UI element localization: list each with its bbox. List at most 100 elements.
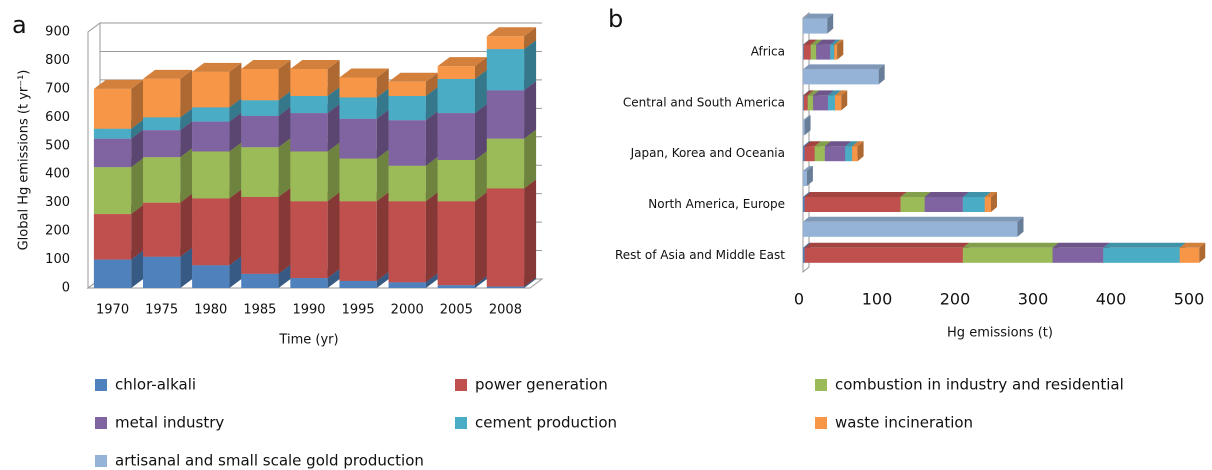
- bar-top: [803, 39, 817, 45]
- bar-front: [803, 18, 828, 34]
- bar-front: [241, 115, 279, 148]
- bar-front: [93, 128, 132, 139]
- bar-side: [180, 108, 193, 131]
- bar-side: [524, 277, 537, 288]
- bar-front: [388, 282, 426, 288]
- bar: [804, 192, 907, 212]
- panel-label: a: [12, 11, 27, 39]
- bar-front: [93, 88, 132, 129]
- bar-top: [810, 39, 823, 45]
- bar-front: [810, 44, 817, 60]
- bar: [486, 179, 537, 287]
- x-tick-label: 400: [1096, 290, 1127, 309]
- bar-front: [437, 113, 475, 160]
- bar-side: [474, 104, 487, 160]
- bar-front: [388, 165, 426, 202]
- y-tick-label: 700: [45, 81, 70, 96]
- bar-front: [241, 100, 279, 116]
- bar-front: [290, 151, 328, 202]
- bar-front: [803, 69, 879, 85]
- bar-side: [376, 271, 389, 288]
- bar-top: [813, 90, 834, 96]
- bar-side: [131, 250, 144, 288]
- bar-front: [813, 95, 828, 111]
- bar-top: [962, 192, 991, 197]
- bar-top: [824, 141, 852, 147]
- bar: [803, 216, 1024, 237]
- y-tick-label: North America, Europe: [648, 197, 785, 211]
- bar-side: [425, 87, 438, 121]
- legend-label: waste incineration: [835, 414, 973, 432]
- bar: [192, 62, 242, 108]
- legend-swatch: [95, 417, 107, 429]
- y-tick-label: Rest of Asia and Middle East: [615, 248, 785, 262]
- bar-side: [229, 142, 242, 199]
- bar-front: [93, 214, 132, 260]
- bar-side: [131, 119, 144, 139]
- bar: [437, 57, 487, 79]
- bar-front: [486, 36, 525, 50]
- bar-front: [339, 97, 377, 119]
- bar-front: [290, 113, 328, 152]
- bar: [339, 192, 389, 281]
- bar-front: [1179, 247, 1200, 263]
- bar-side: [376, 192, 389, 281]
- bar-top: [803, 39, 810, 45]
- bar-front: [290, 96, 328, 114]
- x-tick-label: 2005: [440, 303, 473, 318]
- bar: [834, 90, 848, 111]
- bar-front: [241, 196, 279, 274]
- bar-front: [984, 197, 991, 212]
- bar-front: [192, 121, 230, 152]
- bar-side: [524, 179, 537, 287]
- bar-top: [900, 192, 931, 197]
- bar-top: [827, 90, 841, 96]
- bar: [241, 59, 291, 101]
- bar-side: [425, 192, 438, 283]
- y-tick-label: 800: [45, 53, 70, 68]
- bar-end: [841, 90, 848, 111]
- bar-top: [845, 141, 859, 147]
- bar-front: [816, 44, 831, 60]
- bar-side: [327, 87, 340, 114]
- bar: [824, 141, 852, 162]
- bar-front: [192, 265, 230, 288]
- bar-side: [229, 98, 242, 122]
- bar-front: [486, 188, 525, 287]
- bar-front: [1052, 247, 1104, 263]
- bar-front: [437, 201, 475, 286]
- bar-front: [827, 95, 835, 111]
- bar: [388, 192, 438, 283]
- x-tick-label: 100: [862, 290, 893, 309]
- bar-side: [131, 158, 144, 215]
- bar: [803, 166, 813, 186]
- bar-top: [241, 59, 291, 69]
- bar-top: [803, 141, 811, 147]
- bar-top: [834, 39, 844, 45]
- bar-top: [93, 79, 144, 89]
- bar-front: [824, 146, 846, 162]
- legend-label: cement production: [475, 414, 617, 432]
- bar-front: [803, 95, 808, 111]
- y-tick-label: 0: [62, 281, 70, 296]
- x-tick-label: 1995: [342, 303, 375, 318]
- bar-side: [474, 192, 487, 286]
- bar-front: [804, 247, 963, 263]
- legend-label: chlor-alkali: [115, 376, 196, 394]
- bar-front: [804, 146, 815, 162]
- x-tick-label: 2000: [391, 303, 424, 318]
- bar-side: [474, 57, 487, 79]
- y-tick-label: 100: [45, 252, 70, 267]
- bar-end: [806, 166, 813, 186]
- bar-side: [229, 112, 242, 152]
- bar-front: [803, 247, 805, 263]
- bar: [803, 64, 885, 85]
- bar-end: [837, 39, 844, 60]
- bar-front: [845, 146, 853, 162]
- bar-front: [388, 81, 426, 96]
- bar-top: [803, 13, 834, 19]
- bar-front: [93, 259, 132, 288]
- bar-top: [803, 115, 811, 121]
- bar: [962, 242, 1059, 263]
